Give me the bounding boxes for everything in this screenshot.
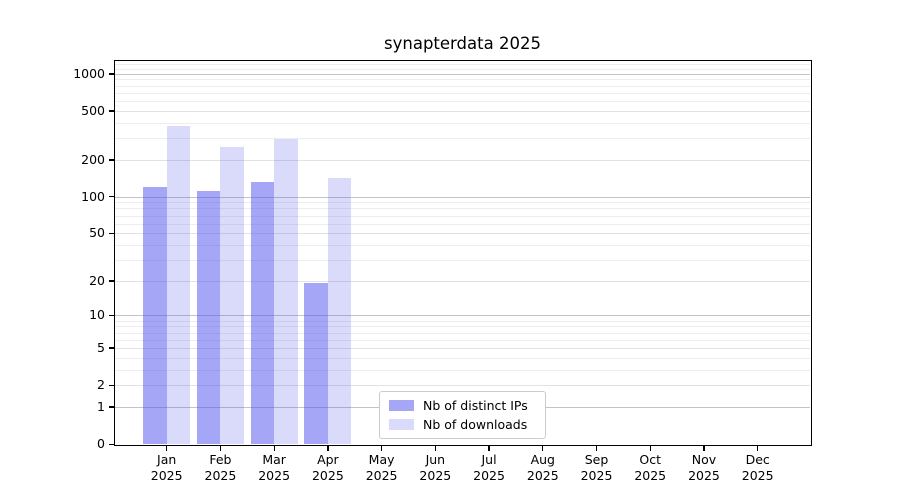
- bar-downloads-feb: [220, 147, 244, 444]
- gridline-minor: [115, 79, 810, 81]
- x-axis-tick-apr: [327, 445, 329, 451]
- x-tick-label-may: May 2025: [365, 452, 398, 483]
- gridline-minor: [115, 215, 810, 217]
- gridline-minor: [115, 332, 810, 334]
- x-axis-tick-jan: [166, 445, 168, 451]
- x-axis-tick-aug: [542, 445, 544, 451]
- y-axis-tick-0: [109, 443, 114, 445]
- bar-downloads-jan: [166, 125, 191, 444]
- y-tick-label-2: 2: [97, 377, 105, 393]
- plot-area: 1000 500 200 100 50 20 10 5 2 1 0 Jan 2025 Feb 2025 Mar…: [73, 59, 812, 483]
- y-axis-tick-1: [109, 406, 114, 408]
- gridline-100: [115, 196, 810, 198]
- x-tick-label-apr: Apr 2025: [311, 452, 344, 483]
- x-tick-label-feb: Feb 2025: [204, 452, 237, 483]
- gridline-minor: [115, 101, 810, 103]
- legend-item-distinct-ips: Nb of distinct IPs: [389, 398, 536, 413]
- x-axis-tick-oct: [649, 445, 651, 451]
- gridline-minor: [115, 138, 810, 140]
- gridline-50: [115, 233, 810, 235]
- gridline-200: [115, 159, 810, 161]
- gridline-minor: [115, 92, 810, 94]
- x-tick-label-oct: Oct 2025: [634, 452, 667, 483]
- bar-distinct-ips-mar: [250, 182, 275, 444]
- x-tick-label-sep: Sep 2025: [580, 452, 613, 483]
- gridline-2: [115, 385, 810, 387]
- y-axis-tick-2: [109, 384, 114, 386]
- y-axis-tick-5: [109, 347, 114, 349]
- y-axis-tick-50: [109, 232, 114, 235]
- x-axis-tick-jul: [488, 445, 490, 451]
- x-axis-tick-may: [381, 445, 383, 451]
- gridline-1000: [115, 73, 810, 75]
- x-axis-tick-feb: [219, 445, 222, 451]
- y-tick-label-10: 10: [89, 307, 105, 323]
- gridline-minor: [115, 223, 810, 225]
- y-tick-label-20: 20: [89, 272, 105, 288]
- bar-downloads-mar: [274, 139, 298, 444]
- legend-swatch-downloads: [389, 419, 414, 430]
- legend-label-distinct-ips: Nb of distinct IPs: [423, 398, 528, 413]
- gridline-minor: [115, 122, 810, 124]
- y-axis-tick-1000: [109, 73, 114, 75]
- x-tick-label-aug: Aug 2025: [526, 452, 559, 483]
- y-axis-tick-200: [109, 159, 114, 161]
- gridline-5: [115, 347, 810, 349]
- x-tick-label-dec: Dec 2025: [741, 452, 774, 483]
- bar-distinct-ips-apr: [304, 283, 328, 444]
- legend: Nb of distinct IPs Nb of downloads: [379, 391, 546, 439]
- gridline-20: [115, 280, 810, 282]
- y-tick-label-0: 0: [97, 436, 105, 451]
- gridline-minor: [115, 63, 810, 65]
- y-axis-tick-10: [109, 314, 114, 317]
- gridline-minor: [115, 208, 810, 210]
- gridline-minor: [115, 244, 810, 246]
- y-tick-label-100: 100: [81, 188, 105, 204]
- x-tick-label-nov: Nov 2025: [688, 452, 720, 483]
- gridline-minor: [115, 357, 810, 359]
- legend-item-downloads: Nb of downloads: [389, 417, 536, 432]
- legend-swatch-distinct-ips: [389, 400, 414, 411]
- x-axis-tick-nov: [703, 445, 705, 451]
- gridline-minor: [115, 339, 810, 341]
- gridline-minor: [115, 259, 810, 261]
- gridline-minor: [115, 369, 810, 371]
- x-tick-label-mar: Mar 2025: [258, 452, 291, 483]
- y-axis-tick-500: [109, 110, 114, 112]
- x-axis-tick-jun: [434, 445, 437, 451]
- y-tick-label-50: 50: [89, 225, 105, 241]
- y-axis-tick-100: [109, 196, 114, 198]
- chart-title: synapterdata 2025: [384, 34, 541, 53]
- y-tick-label-500: 500: [81, 102, 105, 118]
- y-tick-label-1: 1: [97, 398, 105, 414]
- bar-distinct-ips-feb: [197, 190, 221, 444]
- gridline-minor: [115, 320, 810, 322]
- bar-downloads-apr: [327, 178, 352, 444]
- gridline-minor: [115, 85, 810, 87]
- x-tick-label-jul: Jul 2025: [473, 452, 505, 483]
- y-tick-label-1000: 1000: [73, 65, 105, 81]
- y-tick-label-200: 200: [81, 151, 105, 167]
- gridline-minor: [115, 326, 810, 328]
- bar-distinct-ips-jan: [143, 187, 167, 444]
- x-tick-label-jan: Jan 2025: [150, 452, 183, 483]
- y-tick-label-5: 5: [97, 339, 105, 355]
- gridline-500: [115, 110, 810, 112]
- x-axis-tick-mar: [273, 445, 275, 451]
- x-tick-label-jun: Jun 2025: [419, 452, 452, 483]
- x-axis-tick-dec: [757, 445, 759, 451]
- gridline-minor: [115, 202, 810, 204]
- gridline-minor: [115, 68, 810, 70]
- legend-label-downloads: Nb of downloads: [423, 417, 528, 432]
- gridline-10: [115, 315, 810, 317]
- x-axis-tick-sep: [595, 445, 598, 451]
- y-axis-tick-20: [109, 280, 114, 282]
